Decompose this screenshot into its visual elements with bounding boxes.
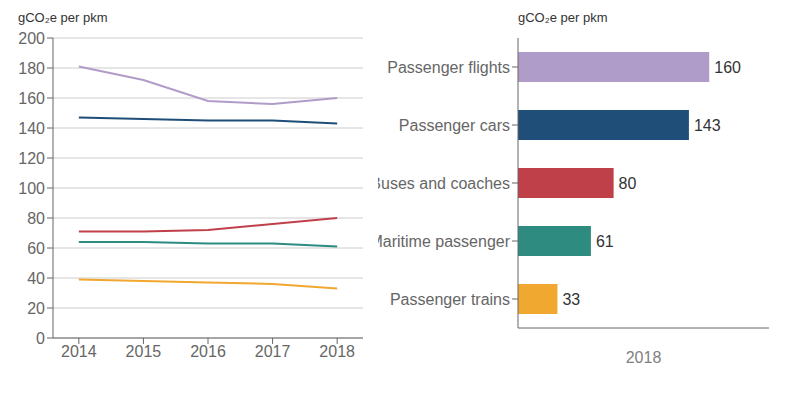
svg-text:60: 60 — [27, 240, 45, 257]
svg-text:2017: 2017 — [255, 343, 291, 360]
svg-text:100: 100 — [18, 180, 45, 197]
svg-text:80: 80 — [619, 175, 637, 192]
svg-text:2015: 2015 — [126, 343, 162, 360]
svg-text:Passenger flights: Passenger flights — [387, 59, 510, 76]
html-text:gCO₂e per pkm: gCO₂e per pkm — [18, 10, 108, 25]
svg-text:80: 80 — [27, 210, 45, 227]
svg-text:180: 180 — [18, 60, 45, 77]
svg-text:Maritime passenger: Maritime passenger — [378, 233, 511, 250]
svg-text:40: 40 — [27, 270, 45, 287]
svg-text:20: 20 — [27, 300, 45, 317]
svg-text:2018: 2018 — [626, 349, 662, 366]
svg-text:Buses and coaches: Buses and coaches — [378, 175, 510, 192]
svg-text:Passenger trains: Passenger trains — [390, 291, 510, 308]
svg-text:120: 120 — [18, 150, 45, 167]
svg-text:2018: 2018 — [319, 343, 355, 360]
svg-text:61: 61 — [596, 233, 614, 250]
svg-text:160: 160 — [18, 90, 45, 107]
svg-text:2016: 2016 — [190, 343, 226, 360]
html-text:gCO₂e per pkm: gCO₂e per pkm — [518, 10, 608, 25]
svg-text:160: 160 — [714, 59, 741, 76]
svg-text:Passenger cars: Passenger cars — [399, 117, 510, 134]
svg-text:143: 143 — [694, 117, 721, 134]
svg-text:2014: 2014 — [61, 343, 97, 360]
svg-text:140: 140 — [18, 120, 45, 137]
svg-text:33: 33 — [562, 291, 580, 308]
svg-text:200: 200 — [18, 30, 45, 47]
svg-text:0: 0 — [36, 330, 45, 347]
